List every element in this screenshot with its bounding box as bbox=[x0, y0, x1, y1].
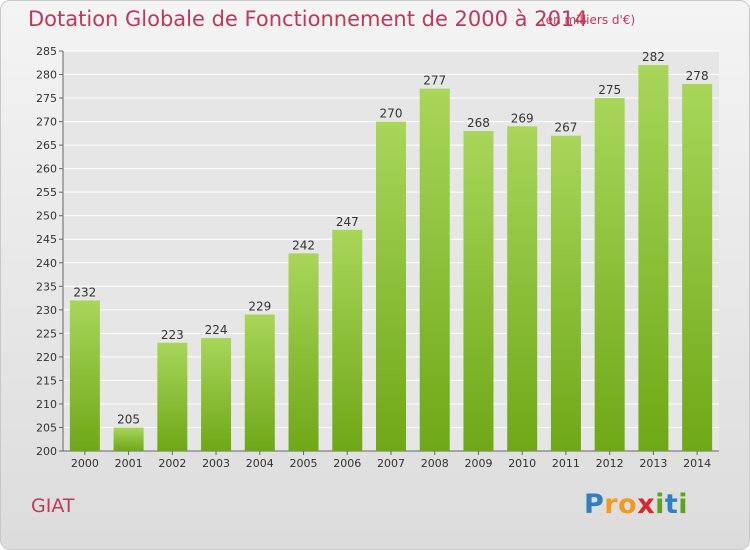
data-label: 247 bbox=[336, 215, 359, 229]
data-label: 282 bbox=[642, 50, 665, 64]
x-tick-label: 2002 bbox=[158, 457, 186, 470]
data-label: 224 bbox=[205, 323, 228, 337]
y-tick-label: 265 bbox=[36, 139, 57, 152]
x-tick-label: 2008 bbox=[421, 457, 449, 470]
data-label: 269 bbox=[511, 111, 534, 125]
bar bbox=[638, 65, 669, 451]
chart-subtitle: (en milliers d'€) bbox=[541, 13, 636, 27]
data-label: 229 bbox=[248, 300, 271, 314]
data-label: 223 bbox=[161, 328, 184, 342]
y-tick-label: 245 bbox=[36, 233, 57, 246]
proxiti-logo[interactable]: Proxiti bbox=[584, 489, 688, 520]
y-tick-label: 205 bbox=[36, 421, 57, 434]
logo-letter: i bbox=[678, 489, 689, 520]
bar bbox=[69, 300, 100, 451]
y-tick-label: 235 bbox=[36, 280, 57, 293]
bar bbox=[244, 314, 275, 451]
data-label: 205 bbox=[117, 412, 140, 426]
logo-letter: P bbox=[584, 489, 605, 520]
logo-letter: t bbox=[664, 489, 679, 520]
y-tick-label: 270 bbox=[36, 116, 57, 129]
data-label: 242 bbox=[292, 238, 315, 252]
bar bbox=[332, 229, 363, 451]
bar bbox=[113, 427, 144, 451]
x-tick-label: 2005 bbox=[290, 457, 318, 470]
y-tick-label: 230 bbox=[36, 304, 57, 317]
data-label: 277 bbox=[423, 74, 446, 88]
bar bbox=[201, 338, 232, 451]
x-tick-label: 2012 bbox=[596, 457, 624, 470]
bar bbox=[594, 98, 625, 451]
x-tick-label: 2011 bbox=[552, 457, 580, 470]
data-label: 270 bbox=[380, 107, 403, 121]
data-label: 268 bbox=[467, 116, 490, 130]
x-tick-label: 2013 bbox=[639, 457, 667, 470]
y-tick-label: 215 bbox=[36, 374, 57, 387]
data-label: 278 bbox=[686, 69, 709, 83]
data-label: 267 bbox=[554, 121, 577, 135]
x-tick-label: 2000 bbox=[71, 457, 99, 470]
data-label: 275 bbox=[598, 83, 621, 97]
x-tick-label: 2006 bbox=[333, 457, 361, 470]
y-tick-label: 220 bbox=[36, 351, 57, 364]
y-tick-label: 225 bbox=[36, 327, 57, 340]
y-tick-label: 255 bbox=[36, 186, 57, 199]
data-label: 232 bbox=[73, 285, 96, 299]
y-tick-label: 210 bbox=[36, 398, 57, 411]
bar bbox=[157, 342, 188, 451]
logo-letter: x bbox=[637, 489, 656, 520]
x-tick-label: 2010 bbox=[508, 457, 536, 470]
y-tick-label: 275 bbox=[36, 92, 57, 105]
bar bbox=[376, 121, 406, 452]
bar bbox=[288, 253, 319, 451]
x-tick-label: 2009 bbox=[464, 457, 492, 470]
logo-letter: o bbox=[618, 489, 638, 520]
x-tick-label: 2003 bbox=[202, 457, 230, 470]
y-tick-label: 285 bbox=[36, 45, 57, 58]
x-tick-label: 2001 bbox=[115, 457, 143, 470]
y-tick-label: 240 bbox=[36, 257, 57, 270]
x-tick-label: 2014 bbox=[683, 457, 711, 470]
x-tick-label: 2004 bbox=[246, 457, 274, 470]
y-tick-label: 260 bbox=[36, 163, 57, 176]
bar bbox=[550, 135, 581, 452]
bar bbox=[419, 88, 450, 451]
y-tick-label: 280 bbox=[36, 69, 57, 82]
x-tick-label: 2007 bbox=[377, 457, 405, 470]
bar bbox=[682, 83, 713, 452]
y-tick-label: 200 bbox=[36, 445, 57, 458]
y-tick-label: 250 bbox=[36, 210, 57, 223]
bar bbox=[463, 131, 494, 451]
logo-letter: r bbox=[604, 489, 619, 520]
chart-title: Dotation Globale de Fonctionnement de 20… bbox=[28, 7, 588, 31]
bar bbox=[507, 126, 538, 451]
logo-letter: i bbox=[655, 489, 665, 520]
town-name: GIAT bbox=[31, 495, 75, 517]
